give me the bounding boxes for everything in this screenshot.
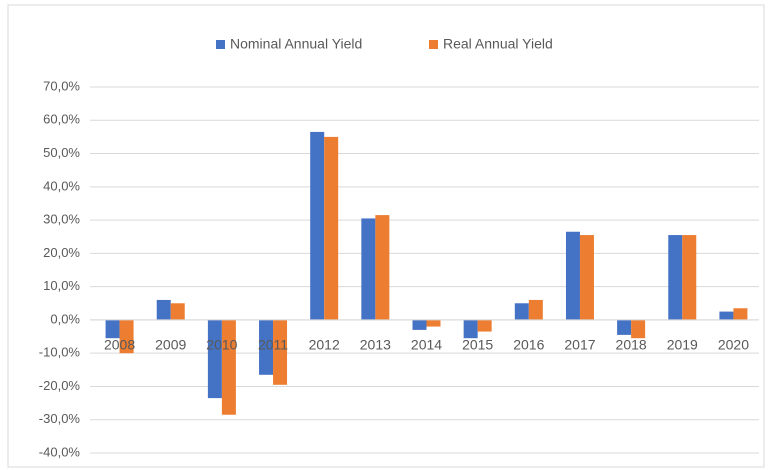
y-tick-label: 20,0% — [43, 245, 80, 260]
bar — [324, 136, 339, 320]
x-tick-label: 2013 — [360, 337, 391, 353]
bar — [310, 131, 325, 320]
bar — [514, 303, 529, 320]
y-tick-label: 50,0% — [43, 145, 80, 160]
x-tick-label: 2016 — [513, 337, 544, 353]
y-tick-label: -40,0% — [39, 444, 81, 459]
bar — [719, 311, 734, 320]
x-tick-label: 2019 — [667, 337, 698, 353]
bar — [170, 303, 185, 320]
bar — [631, 319, 646, 339]
bar — [156, 299, 171, 320]
bar — [361, 218, 376, 320]
bar — [375, 215, 390, 320]
bar — [682, 235, 697, 320]
bar — [207, 319, 222, 399]
bar — [528, 299, 543, 320]
x-tick-label: 2015 — [462, 337, 493, 353]
x-tick-label: 2011 — [258, 337, 288, 353]
bar — [565, 231, 580, 320]
legend-label: Nominal Annual Yield — [230, 36, 362, 52]
y-tick-label: 10,0% — [43, 278, 80, 293]
legend-swatch — [216, 40, 225, 49]
legend-swatch — [429, 40, 438, 49]
y-tick-label: 0,0% — [50, 311, 80, 326]
bar — [579, 235, 594, 320]
y-tick-label: 40,0% — [43, 178, 80, 193]
y-tick-label: 60,0% — [43, 112, 80, 127]
x-tick-label: 2010 — [206, 337, 237, 353]
x-tick-label: 2009 — [155, 337, 186, 353]
bar — [668, 235, 683, 320]
bar — [412, 319, 427, 330]
bar — [273, 319, 288, 385]
x-tick-label: 2012 — [309, 337, 340, 353]
x-tick-label: 2020 — [718, 337, 749, 353]
y-tick-label: 70,0% — [43, 78, 80, 93]
y-tick-label: -20,0% — [39, 378, 81, 393]
y-tick-label: 30,0% — [43, 212, 80, 227]
y-tick-label: -30,0% — [39, 411, 81, 426]
bar — [733, 308, 748, 320]
bar — [426, 319, 441, 327]
x-tick-label: 2008 — [104, 337, 135, 353]
bar — [477, 319, 492, 332]
bar — [105, 319, 120, 339]
bar — [617, 319, 632, 335]
x-tick-label: 2018 — [616, 337, 647, 353]
x-tick-label: 2014 — [411, 337, 442, 353]
bar — [221, 319, 236, 415]
bar — [463, 319, 478, 339]
bar — [259, 319, 274, 375]
legend-label: Real Annual Yield — [443, 36, 553, 52]
bar — [119, 319, 134, 354]
y-tick-label: -10,0% — [39, 345, 81, 360]
x-tick-label: 2017 — [564, 337, 595, 353]
